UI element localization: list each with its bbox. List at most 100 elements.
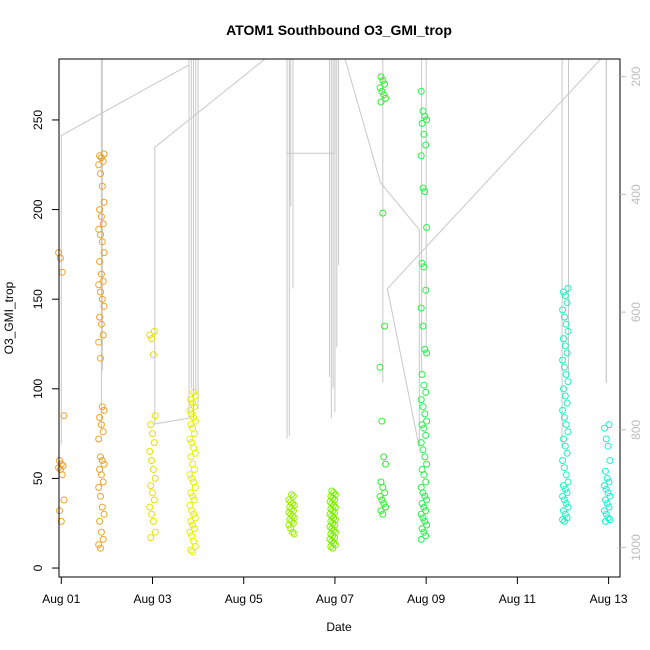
data-point: [326, 510, 334, 518]
data-point: [191, 449, 199, 457]
data-point: [421, 112, 429, 120]
data-point: [148, 457, 156, 464]
data-point: [418, 421, 426, 429]
data-point: [98, 403, 106, 411]
data-point: [420, 263, 428, 271]
data-point: [417, 304, 425, 312]
y-tick-label: 0: [31, 564, 45, 571]
data-point: [190, 510, 197, 518]
data-point: [560, 313, 568, 321]
data-point: [380, 91, 388, 99]
data-point: [603, 500, 611, 507]
data-point: [563, 399, 571, 407]
secondary-y-axis: 200 400 600 800 1000: [620, 66, 643, 561]
data-point: [605, 503, 613, 511]
data-point: [290, 530, 298, 538]
data-point: [186, 528, 194, 536]
data-point: [326, 523, 334, 531]
data-point: [191, 417, 199, 425]
data-point: [150, 327, 158, 335]
data-point: [95, 338, 103, 346]
data-point: [99, 220, 107, 228]
data-point: [381, 80, 389, 88]
data-point: [98, 182, 106, 190]
y2-tick-label: 800: [629, 420, 643, 440]
data-point: [562, 320, 570, 328]
data-point: [560, 288, 567, 296]
data-point: [422, 532, 430, 540]
pressure-line: [60, 59, 607, 448]
data-point: [559, 306, 567, 314]
data-point: [559, 516, 567, 524]
data-point: [560, 496, 568, 504]
data-point: [151, 412, 159, 420]
data-point: [418, 120, 426, 127]
data-point: [380, 500, 388, 507]
data-point: [289, 528, 296, 536]
data-point: [381, 489, 389, 497]
data-point: [146, 331, 154, 339]
data-point: [376, 363, 384, 371]
data-point: [98, 503, 106, 511]
data-point: [149, 466, 157, 473]
data-point: [147, 421, 155, 429]
data-point: [417, 152, 425, 160]
data-point: [148, 510, 156, 518]
data-point: [422, 478, 430, 486]
data-point: [95, 541, 103, 549]
y-tick-label: 250: [31, 110, 45, 130]
x-tick-label: Aug 13: [590, 592, 628, 606]
data-point: [96, 258, 104, 265]
data-point: [97, 288, 104, 296]
x-tick-label: Aug 01: [42, 592, 80, 606]
data-point: [560, 464, 568, 472]
data-point: [419, 489, 427, 497]
data-point: [377, 507, 385, 515]
data-point: [564, 284, 572, 292]
data-point: [191, 514, 199, 522]
data-point: [100, 249, 108, 257]
data-point: [422, 507, 430, 515]
x-tick-label: Aug 09: [407, 592, 445, 606]
data-point: [150, 439, 158, 447]
data-point: [417, 535, 425, 543]
data-point: [98, 295, 106, 303]
data-point: [423, 224, 431, 231]
data-point: [97, 453, 104, 461]
data-point: [418, 259, 426, 267]
data-point: [562, 500, 570, 507]
chart-title: ATOM1 Southbound O3_GMI_trop: [226, 22, 452, 38]
data-point: [561, 342, 569, 350]
data-point: [97, 231, 104, 239]
data-point: [382, 460, 389, 468]
data-point: [602, 435, 610, 443]
y-tick-label: 100: [31, 378, 45, 398]
data-point: [562, 421, 570, 429]
data-point: [605, 421, 613, 429]
data-point: [147, 482, 155, 490]
data-point: [382, 94, 389, 102]
data-point: [376, 492, 384, 500]
data-point: [149, 517, 157, 525]
y-axis: 0 50 100 150 200 250: [31, 110, 59, 571]
y-tick-label: 150: [31, 289, 45, 309]
data-point: [189, 548, 197, 556]
data-point: [328, 537, 336, 545]
data-point: [417, 510, 425, 518]
data-point: [422, 141, 430, 149]
data-point: [190, 466, 198, 473]
data-point: [97, 528, 105, 536]
data-point: [419, 446, 427, 454]
data-point: [58, 268, 66, 276]
data-point: [563, 299, 571, 307]
y-tick-label: 200: [31, 199, 45, 219]
data-point: [186, 406, 194, 414]
data-point: [186, 435, 194, 443]
data-point: [560, 363, 568, 371]
data-point: [601, 482, 608, 490]
data-point: [99, 428, 107, 436]
x-tick-label: Aug 03: [133, 592, 171, 606]
data-point: [560, 414, 568, 421]
data-point: [423, 349, 431, 357]
